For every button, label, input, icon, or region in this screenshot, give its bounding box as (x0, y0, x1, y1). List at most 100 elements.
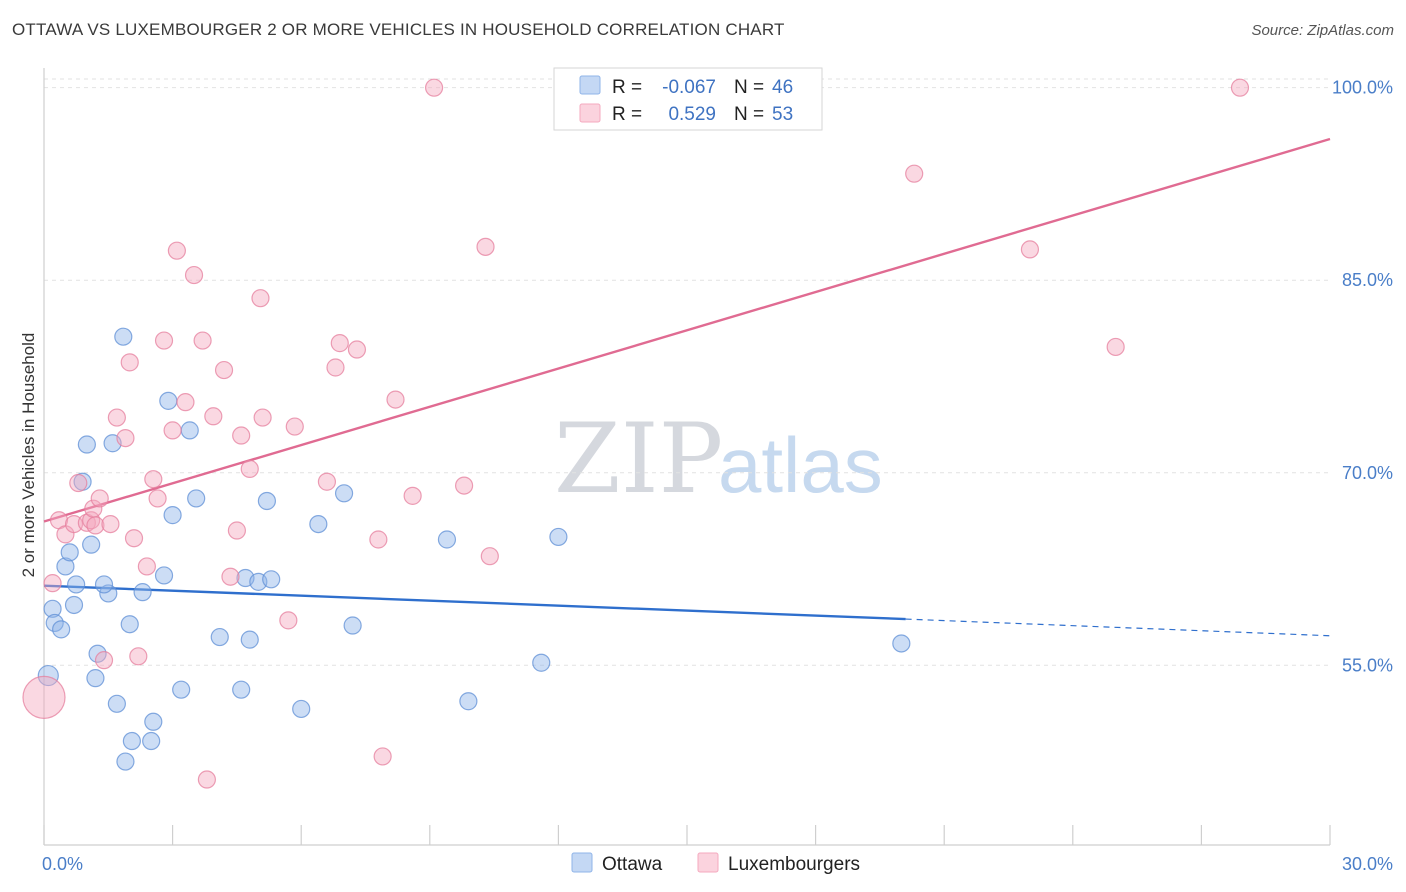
x-tick-label-0: 0.0% (42, 854, 83, 874)
legend-n-label-luxembourgers: N = (734, 104, 764, 125)
point-luxembourgers-39 (326, 358, 345, 377)
point-luxembourgers-11 (94, 651, 114, 670)
point-luxembourgers-52 (1106, 337, 1125, 357)
point-ottawa-33 (240, 630, 259, 649)
point-luxembourgers-51 (1020, 240, 1040, 259)
point-luxembourgers-37 (285, 417, 304, 436)
y-tick-label-3: 100.0% (1332, 78, 1393, 98)
legend-swatch-ottawa-bottom (571, 852, 593, 873)
series-legend: Ottawa Luxembourgers (571, 852, 860, 875)
watermark: ZIP atlas (554, 403, 883, 515)
legend-r-value-luxembourgers: 0.529 (668, 104, 716, 125)
point-ottawa-14 (94, 575, 114, 594)
legend-r-label-luxembourgers: R = (612, 104, 642, 125)
point-luxembourgers-10 (90, 489, 109, 508)
point-luxembourgers-19 (144, 470, 163, 489)
trend-line-extension-0 (905, 618, 1331, 637)
point-luxembourgers-1 (43, 574, 62, 593)
point-luxembourgers-53 (1230, 78, 1250, 97)
point-luxembourgers-47 (454, 476, 474, 495)
point-ottawa-20 (122, 731, 141, 751)
point-ottawa-38 (309, 514, 328, 534)
point-luxembourgers-33 (240, 459, 259, 479)
watermark-atlas: atlas (718, 421, 883, 509)
point-luxembourgers-32 (232, 426, 251, 445)
point-ottawa-16 (107, 694, 126, 713)
point-luxembourgers-28 (204, 407, 223, 426)
legend-label-luxembourgers: Luxembourgers (728, 854, 860, 875)
point-luxembourgers-49 (480, 547, 499, 566)
legend-n-label-ottawa: N = (734, 77, 764, 98)
point-luxembourgers-43 (373, 747, 392, 766)
x-tick-labels: 0.0% 30.0% (42, 854, 1393, 874)
point-luxembourgers-48 (476, 237, 495, 256)
point-ottawa-26 (163, 506, 182, 525)
y-tick-label-2: 85.0% (1342, 270, 1393, 290)
legend-r-value-ottawa: -0.067 (662, 77, 716, 98)
watermark-zip: ZIP (554, 403, 723, 515)
data-points (22, 78, 1250, 789)
point-luxembourgers-23 (167, 241, 186, 260)
point-ottawa-13 (99, 584, 118, 603)
point-luxembourgers-9 (86, 516, 105, 535)
point-luxembourgers-36 (279, 611, 298, 630)
point-luxembourgers-12 (101, 514, 120, 534)
point-ottawa-21 (133, 583, 152, 602)
y-tick-label-1: 70.0% (1342, 463, 1393, 483)
point-luxembourgers-44 (386, 390, 405, 409)
y-axis-label: 2 or more Vehicles in Household (19, 333, 38, 578)
point-luxembourgers-5 (69, 473, 88, 493)
point-ottawa-0 (37, 664, 59, 687)
point-ottawa-18 (116, 752, 135, 771)
point-luxembourgers-14 (116, 428, 135, 448)
point-ottawa-30 (210, 627, 229, 647)
point-ottawa-25 (159, 391, 178, 410)
point-luxembourgers-29 (214, 360, 234, 380)
legend-r-label-ottawa: R = (612, 77, 642, 98)
point-ottawa-40 (343, 616, 362, 635)
point-ottawa-28 (180, 421, 199, 440)
point-ottawa-4 (56, 557, 75, 576)
legend-swatch-luxembourgers (579, 103, 601, 123)
legend-n-value-luxembourgers: 53 (772, 104, 793, 125)
point-ottawa-5 (60, 543, 79, 562)
point-ottawa-7 (67, 575, 86, 594)
point-luxembourgers-46 (424, 78, 444, 97)
point-luxembourgers-41 (347, 340, 367, 359)
correlation-legend: R = -0.067 N = 46 R = 0.529 N = 53 (553, 67, 823, 131)
point-ottawa-43 (532, 653, 551, 672)
trend-lines (43, 137, 1331, 637)
point-luxembourgers-42 (369, 530, 388, 549)
point-luxembourgers-21 (154, 331, 174, 350)
point-luxembourgers-35 (253, 408, 272, 427)
point-ottawa-42 (459, 692, 478, 711)
point-luxembourgers-45 (403, 486, 422, 505)
point-luxembourgers-30 (221, 567, 240, 586)
point-luxembourgers-22 (163, 421, 182, 440)
y-tick-label-0: 55.0% (1342, 655, 1393, 675)
point-luxembourgers-16 (124, 529, 144, 548)
trend-line-0 (43, 584, 906, 621)
point-luxembourgers-25 (184, 265, 204, 285)
point-ottawa-36 (262, 570, 281, 589)
point-luxembourgers-40 (330, 334, 349, 353)
point-ottawa-3 (52, 620, 71, 639)
point-luxembourgers-20 (148, 489, 167, 508)
point-ottawa-35 (257, 491, 277, 511)
legend-swatch-luxembourgers-bottom (697, 852, 719, 873)
point-ottawa-41 (437, 530, 457, 549)
point-luxembourgers-31 (227, 521, 246, 540)
legend-label-ottawa: Ottawa (602, 854, 663, 875)
x-tick-label-1: 30.0% (1342, 854, 1393, 874)
source-credit: Source: ZipAtlas.com (1251, 22, 1394, 39)
point-ottawa-9 (77, 435, 96, 454)
point-luxembourgers-24 (176, 393, 195, 412)
point-luxembourgers-27 (197, 770, 216, 789)
legend-n-value-ottawa: 46 (772, 77, 793, 98)
chart-title: OTTAWA VS LUXEMBOURGER 2 OR MORE VEHICLE… (12, 20, 785, 39)
point-luxembourgers-18 (137, 557, 156, 576)
point-ottawa-29 (187, 489, 206, 508)
point-luxembourgers-26 (193, 331, 212, 350)
point-ottawa-39 (334, 484, 354, 503)
point-ottawa-19 (120, 615, 139, 634)
